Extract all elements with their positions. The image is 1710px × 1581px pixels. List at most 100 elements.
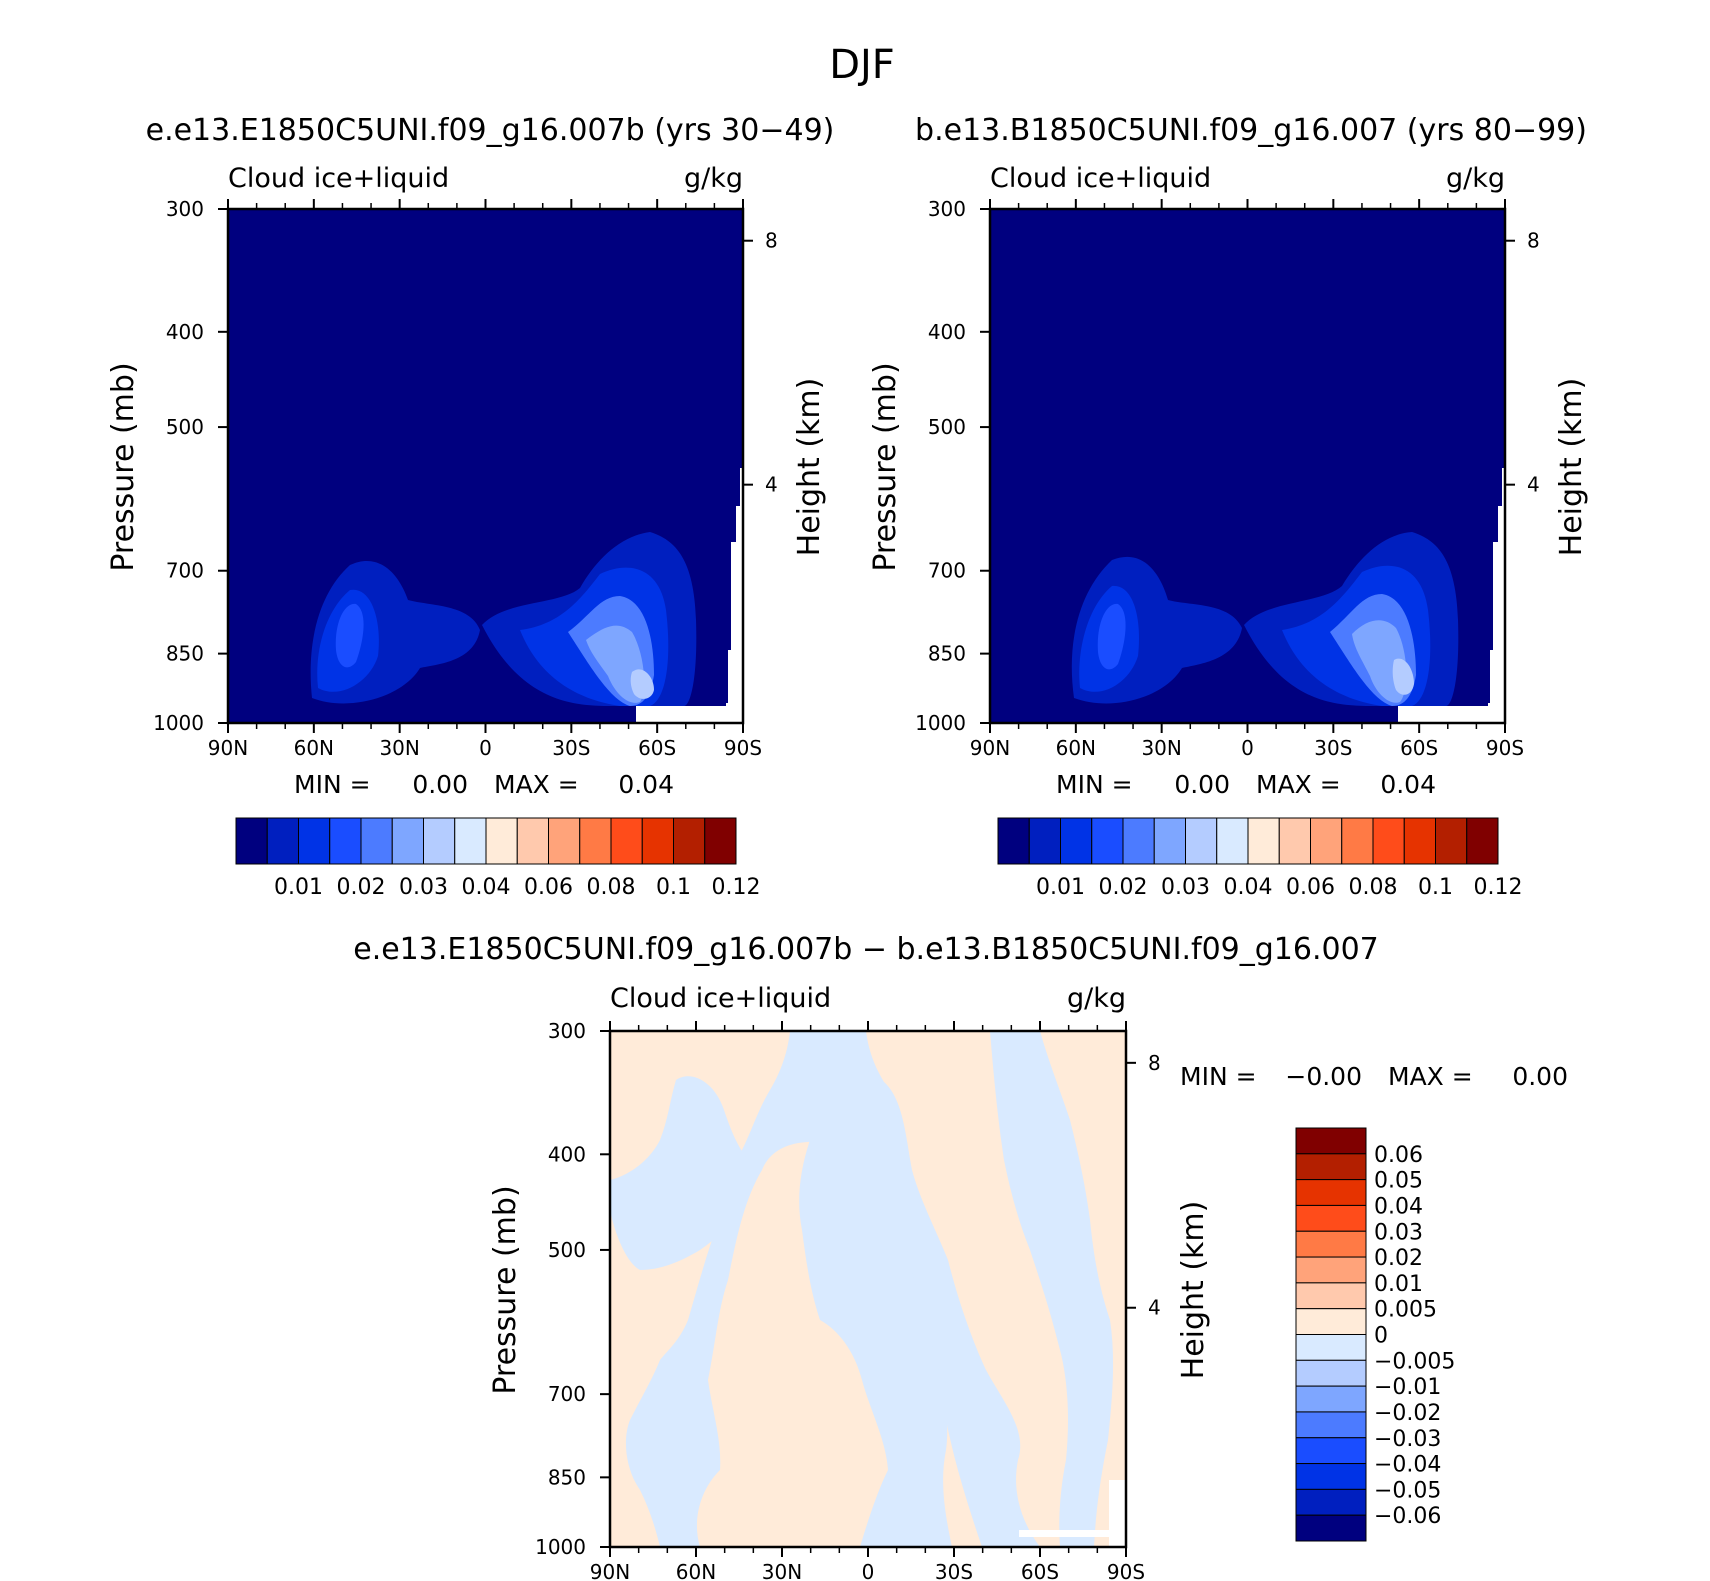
x-tick-label: 60N	[676, 1560, 716, 1581]
right-axis-label: Height (km)	[1554, 378, 1589, 557]
y-tick-label: 300	[928, 197, 966, 221]
x-tick-label: 30N	[1141, 736, 1181, 760]
colorbar-label: 0.01	[1036, 875, 1085, 900]
colorbar-swatch	[548, 817, 581, 865]
y-ticks: 300 400 500 700 850 1000 8 4	[535, 1019, 1161, 1559]
negative-band-right-edge	[1080, 1287, 1106, 1420]
colorbar-swatch	[1403, 817, 1436, 865]
colorbar-label: 0.01	[274, 875, 323, 900]
colorbar-swatch	[1295, 1488, 1367, 1516]
colorbar-label: 0.1	[656, 875, 691, 900]
min-value: 0.00	[1174, 770, 1230, 799]
colorbar-swatch	[1060, 817, 1093, 865]
x-tick-label: 60N	[1056, 736, 1096, 760]
y-tick-label: 850	[928, 642, 966, 666]
colorbar-swatch	[1295, 1256, 1367, 1284]
panel-title: b.e13.B1850C5UNI.f09_g16.007 (yrs 80−99)	[915, 113, 1587, 148]
panel-experiment: b.e13.B1850C5UNI.f09_g16.007 (yrs 80−99)…	[868, 113, 1589, 900]
x-ticks: 90N 60N 30N 0 30S 60S 90S	[590, 1021, 1145, 1581]
y-axis-label: Pressure (mb)	[868, 362, 903, 571]
missing-data-region	[1398, 468, 1505, 723]
x-tick-label: 90N	[590, 1560, 630, 1581]
y-tick-label: 700	[166, 559, 204, 583]
colorbar-swatch	[1295, 1230, 1367, 1258]
colorbar-swatch	[1295, 1437, 1367, 1465]
negative-band-center	[790, 1031, 952, 1547]
variable-label: Cloud ice+liquid	[228, 163, 449, 194]
colorbar-label: 0.12	[1474, 875, 1523, 900]
y-ticks: 300 400 500 700 850 1000 8 4	[915, 197, 1540, 735]
blob-60s-peak	[630, 669, 654, 699]
max-value: 0.04	[618, 770, 674, 799]
negative-band-east	[990, 1031, 1114, 1547]
colorbar-swatch	[360, 817, 393, 865]
y-tick-label: 300	[166, 197, 204, 221]
colorbar-swatch	[298, 817, 331, 865]
colorbar-swatch	[1295, 1204, 1367, 1232]
min-label: MIN =	[1056, 770, 1133, 799]
colorbar-swatch	[516, 817, 549, 865]
colorbar-swatch	[329, 817, 362, 865]
y-tick-label: 300	[548, 1019, 586, 1043]
colorbar-swatch	[1216, 817, 1249, 865]
panel-control: e.e13.E1850C5UNI.f09_g16.007b (yrs 30−49…	[106, 113, 834, 900]
min-value: 0.00	[412, 770, 468, 799]
x-tick-label: 90S	[724, 736, 762, 760]
colorbar-label: 0.04	[462, 875, 511, 900]
x-tick-label: 30S	[1314, 736, 1352, 760]
colorbar-label: 0.01	[1374, 1272, 1423, 1297]
y-tick-label: 700	[928, 559, 966, 583]
colorbar-label: −0.01	[1374, 1375, 1441, 1400]
right-axis-label: Height (km)	[792, 378, 827, 557]
plot-frame	[226, 207, 745, 725]
x-tick-label: 0	[862, 1560, 875, 1581]
colorbar-swatch	[579, 817, 612, 865]
y-tick-label: 400	[166, 320, 204, 344]
max-label: MAX =	[494, 770, 579, 799]
x-tick-label: 90S	[1107, 1560, 1145, 1581]
right-axis-label: Height (km)	[1176, 1201, 1211, 1380]
blob-30s-core	[586, 625, 645, 703]
x-ticks: 90N 60N 30N 0 30S 60S 90S	[970, 199, 1524, 760]
colorbar-swatch	[1295, 1127, 1367, 1155]
colorbar-swatch	[1295, 1153, 1367, 1181]
colorbar-swatch	[1278, 817, 1311, 865]
y-tick-label: 500	[928, 415, 966, 439]
variable-label: Cloud ice+liquid	[610, 983, 831, 1014]
max-value: 0.00	[1512, 1062, 1568, 1091]
colorbar: 0.01 0.02 0.03 0.04 0.06 0.08 0.1 0.12	[997, 817, 1523, 900]
max-label: MAX =	[1256, 770, 1341, 799]
colorbar-swatch	[1295, 1282, 1367, 1310]
colorbar-swatch	[1466, 817, 1499, 865]
colorbar-swatch	[997, 817, 1030, 865]
colorbar-swatch	[1185, 817, 1218, 865]
colorbar-label: 0.03	[1161, 875, 1210, 900]
colorbar-label: −0.05	[1374, 1478, 1441, 1503]
x-tick-label: 0	[479, 736, 492, 760]
x-tick-label: 60S	[1021, 1560, 1059, 1581]
colorbar-swatch	[1028, 817, 1061, 865]
y-axis-label: Pressure (mb)	[488, 1185, 523, 1394]
y-tick-label: 850	[548, 1465, 586, 1489]
x-tick-label: 30S	[935, 1560, 973, 1581]
colorbar-swatch	[454, 817, 487, 865]
min-label: MIN =	[294, 770, 371, 799]
y-axis-label: Pressure (mb)	[106, 362, 141, 571]
panel-difference: e.e13.E1850C5UNI.f09_g16.007b − b.e13.B1…	[353, 932, 1568, 1581]
colorbar-swatch	[235, 817, 268, 865]
height-tick-label: 4	[1148, 1296, 1161, 1320]
missing-data-region	[1019, 1530, 1109, 1537]
colorbar-swatch	[1295, 1411, 1367, 1439]
min-value: −0.00	[1285, 1062, 1362, 1091]
missing-data-region	[636, 468, 743, 723]
colorbar-label: 0.02	[1099, 875, 1148, 900]
y-tick-label: 400	[548, 1142, 586, 1166]
units-label: g/kg	[684, 163, 743, 194]
colorbar-swatch	[1435, 817, 1468, 865]
colorbar-label: 0.04	[1374, 1194, 1423, 1219]
plot-frame	[988, 207, 1507, 725]
colorbar-label: 0.12	[712, 875, 761, 900]
colorbar-swatch	[1295, 1463, 1367, 1490]
colorbar-swatch	[1091, 817, 1124, 865]
